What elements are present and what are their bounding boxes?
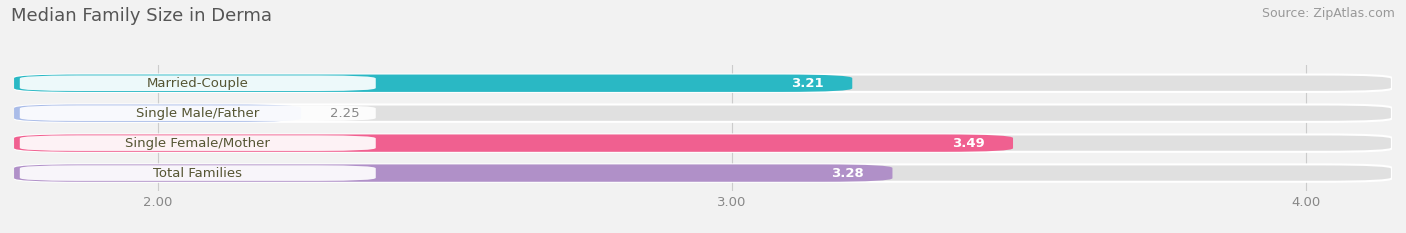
Text: 3.28: 3.28: [831, 167, 863, 180]
FancyBboxPatch shape: [20, 105, 375, 121]
Text: Median Family Size in Derma: Median Family Size in Derma: [11, 7, 273, 25]
Text: Single Male/Father: Single Male/Father: [136, 107, 259, 120]
Text: 2.25: 2.25: [330, 107, 360, 120]
Text: 3.21: 3.21: [792, 77, 824, 90]
Text: Source: ZipAtlas.com: Source: ZipAtlas.com: [1261, 7, 1395, 20]
FancyBboxPatch shape: [14, 75, 1392, 92]
FancyBboxPatch shape: [20, 75, 375, 91]
FancyBboxPatch shape: [20, 165, 375, 181]
FancyBboxPatch shape: [14, 164, 1392, 182]
FancyBboxPatch shape: [20, 135, 375, 151]
FancyBboxPatch shape: [14, 134, 1392, 152]
FancyBboxPatch shape: [14, 75, 852, 92]
Text: 3.49: 3.49: [952, 137, 984, 150]
FancyBboxPatch shape: [14, 104, 1392, 122]
FancyBboxPatch shape: [14, 164, 893, 182]
Text: Total Families: Total Families: [153, 167, 242, 180]
Text: Single Female/Mother: Single Female/Mother: [125, 137, 270, 150]
FancyBboxPatch shape: [14, 134, 1014, 152]
FancyBboxPatch shape: [14, 104, 301, 122]
Text: Married-Couple: Married-Couple: [146, 77, 249, 90]
